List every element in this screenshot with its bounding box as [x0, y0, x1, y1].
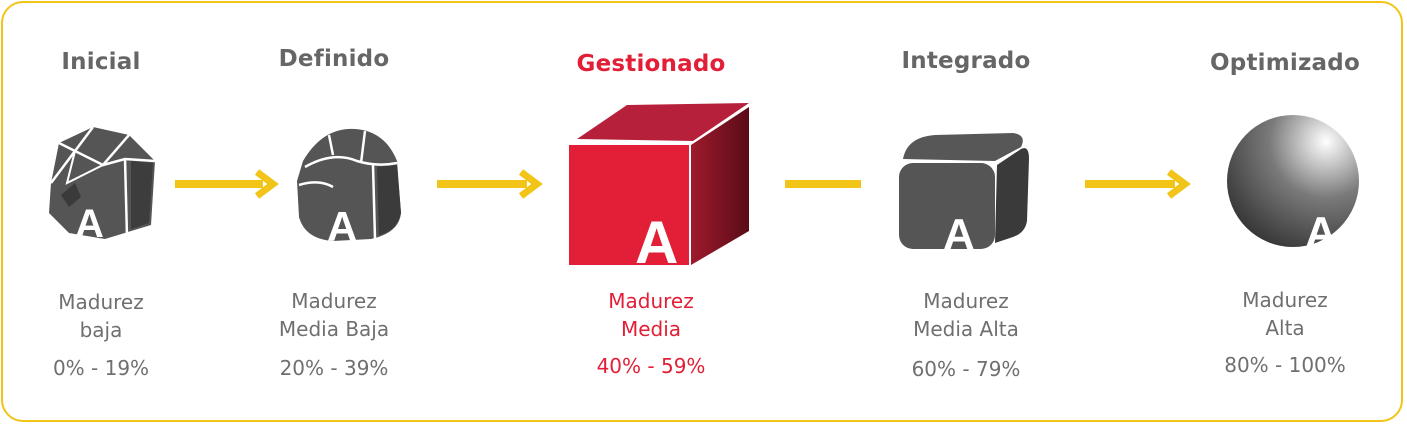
- rounded-cube-icon: A: [899, 133, 1029, 251]
- stage-label-line1: Madurez: [291, 289, 377, 313]
- stage-label: Madurez Media Alta: [846, 287, 1086, 343]
- stage-label-line2: Media: [620, 317, 682, 341]
- stage-label-line2: Media Baja: [278, 317, 390, 341]
- stage-label: Madurez Alta: [1165, 286, 1405, 342]
- stage-range: 0% - 19%: [52, 356, 150, 380]
- stage-label-line2: Alta: [1265, 316, 1305, 340]
- stage-range: 20% - 39%: [279, 356, 389, 380]
- stage-title: Optimizado: [1210, 50, 1360, 76]
- stage-label-line1: Madurez: [58, 290, 144, 314]
- connector-line: [785, 180, 861, 188]
- icon-letter: A: [75, 202, 104, 243]
- stage-title: Definido: [278, 46, 390, 72]
- stage-range: 80% - 100%: [1224, 353, 1346, 377]
- arrow-icon: [437, 169, 543, 199]
- icon-letter: A: [635, 209, 678, 267]
- rock-icon: A: [49, 126, 156, 243]
- stage-range: 40% - 59%: [596, 354, 706, 378]
- stage-label-line1: Madurez: [1242, 288, 1328, 312]
- arrow-icon: [1085, 169, 1191, 199]
- stage-label-line1: Madurez: [923, 289, 1009, 313]
- stage-label: Madurez Media Baja: [214, 287, 454, 343]
- cube-icon: A: [569, 103, 749, 267]
- stage-title: Integrado: [901, 48, 1031, 74]
- icon-letter: A: [1305, 208, 1337, 251]
- icon-letter: A: [327, 203, 357, 245]
- stage-label-line1: Madurez: [608, 289, 694, 313]
- stage-label-line2: Media Alta: [913, 317, 1019, 341]
- stage-label: Madurez baja: [0, 288, 221, 344]
- stage-label: Madurez Media: [531, 287, 771, 343]
- stage-title: Gestionado: [576, 51, 726, 77]
- icon-letter: A: [943, 210, 975, 251]
- stage-title: Inicial: [61, 49, 141, 75]
- stage-label-line2: baja: [79, 318, 123, 342]
- sphere-icon: A: [1227, 115, 1359, 251]
- rounded-rock-icon: A: [297, 128, 401, 245]
- arrow-icon: [175, 169, 279, 199]
- stage-range: 60% - 79%: [911, 357, 1021, 381]
